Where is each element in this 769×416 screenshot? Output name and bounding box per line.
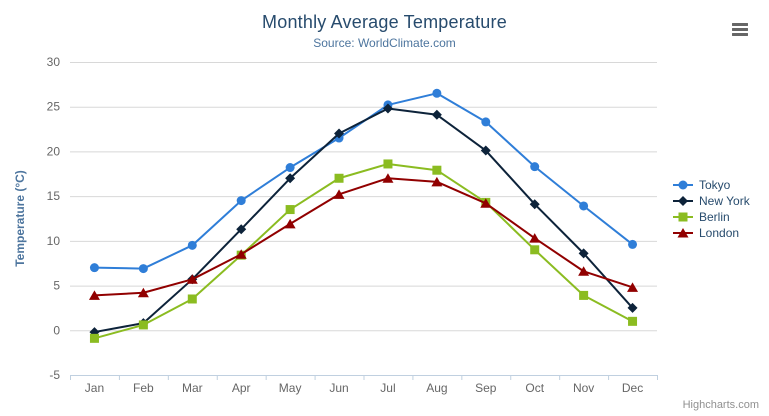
x-axis-label: Jan (85, 381, 104, 395)
data-point-new-york[interactable] (382, 103, 393, 114)
legend-label: London (699, 225, 740, 240)
data-point-london[interactable] (284, 218, 296, 229)
square-marker-icon (673, 212, 693, 221)
credits-link[interactable]: Highcharts.com (682, 399, 759, 411)
data-point-london[interactable] (186, 274, 198, 284)
data-point-new-york[interactable] (480, 145, 491, 156)
data-point-berlin[interactable] (89, 333, 99, 343)
data-point-berlin[interactable] (285, 205, 295, 215)
data-point-new-york[interactable] (285, 173, 296, 184)
data-point-tokyo[interactable] (432, 88, 442, 98)
circle-marker-icon (673, 180, 693, 189)
x-axis-label: Oct (525, 381, 544, 395)
data-point-london[interactable] (88, 290, 100, 300)
legend-label: New York (699, 193, 750, 208)
data-point-london[interactable] (529, 233, 541, 243)
data-point-berlin[interactable] (530, 245, 540, 255)
chart-subtitle: Source: WorldClimate.com (313, 36, 456, 50)
data-point-london[interactable] (235, 249, 247, 259)
chart-title: Monthly Average Temperature (262, 12, 507, 32)
x-axis-label: Nov (573, 381, 594, 395)
hamburger-menu-icon (732, 22, 748, 26)
legend-item-london[interactable]: London (672, 225, 750, 240)
data-point-new-york[interactable] (627, 302, 638, 313)
x-axis-label: May (279, 381, 302, 395)
hamburger-menu-icon (732, 27, 748, 31)
data-point-berlin[interactable] (628, 316, 638, 326)
data-point-new-york[interactable] (334, 128, 345, 139)
data-point-tokyo[interactable] (285, 163, 295, 173)
x-axis-label: Mar (182, 381, 203, 395)
triangle-marker-icon (673, 227, 693, 237)
series-line-london (93, 177, 634, 297)
data-point-berlin[interactable] (432, 165, 442, 175)
data-point-tokyo[interactable] (89, 263, 99, 273)
y-axis-title: Temperature (°C) (13, 170, 27, 267)
x-axis-label: Dec (622, 381, 643, 395)
hamburger-menu-icon (732, 32, 748, 36)
y-axis-label: 0 (53, 323, 60, 337)
series-line-tokyo (93, 92, 634, 270)
diamond-marker-icon (673, 195, 693, 206)
y-axis-label: 25 (47, 100, 61, 114)
y-axis-label: 15 (47, 189, 61, 203)
y-axis-label: 10 (47, 234, 61, 248)
data-point-london[interactable] (431, 176, 443, 187)
data-point-new-york[interactable] (431, 109, 442, 120)
data-point-london[interactable] (137, 287, 149, 298)
data-point-london[interactable] (333, 189, 345, 199)
y-axis-label: 30 (47, 55, 61, 69)
data-point-berlin[interactable] (334, 173, 344, 183)
y-axis-label: 20 (47, 144, 61, 158)
x-axis-label: Aug (426, 381, 447, 395)
x-axis-label: Jun (329, 381, 348, 395)
data-point-tokyo[interactable] (579, 201, 589, 211)
y-axis-label: 5 (53, 279, 60, 293)
data-point-tokyo[interactable] (481, 117, 491, 127)
y-axis-label: -5 (49, 368, 60, 382)
data-point-berlin[interactable] (383, 159, 393, 169)
series-line-berlin (93, 162, 634, 340)
data-point-london[interactable] (382, 173, 394, 183)
legend-item-tokyo[interactable]: Tokyo (672, 177, 750, 192)
data-point-berlin[interactable] (579, 290, 589, 300)
legend-label: Tokyo (699, 177, 731, 192)
x-axis-label: Jul (380, 381, 395, 395)
data-point-new-york[interactable] (578, 248, 589, 259)
data-point-new-york[interactable] (529, 199, 540, 210)
legend: Tokyo New York Berlin London (672, 177, 750, 240)
data-point-tokyo[interactable] (187, 240, 197, 250)
data-point-tokyo[interactable] (236, 196, 246, 206)
legend-item-new-york[interactable]: New York (672, 193, 750, 208)
data-point-london[interactable] (578, 266, 590, 276)
data-point-tokyo[interactable] (628, 239, 638, 249)
x-axis-label: Feb (133, 381, 154, 395)
chart-context-menu-button[interactable] (728, 18, 752, 40)
data-point-london[interactable] (627, 282, 639, 292)
data-point-new-york[interactable] (236, 224, 247, 235)
x-axis-label: Apr (232, 381, 251, 395)
data-point-berlin[interactable] (138, 320, 148, 330)
series-line-new-york (93, 107, 634, 334)
data-point-tokyo[interactable] (138, 264, 148, 274)
data-point-london[interactable] (480, 198, 492, 208)
data-point-tokyo[interactable] (530, 162, 540, 172)
legend-label: Berlin (699, 209, 730, 224)
data-point-berlin[interactable] (187, 294, 197, 304)
x-axis-label: Sep (475, 381, 497, 395)
legend-item-berlin[interactable]: Berlin (672, 209, 750, 224)
